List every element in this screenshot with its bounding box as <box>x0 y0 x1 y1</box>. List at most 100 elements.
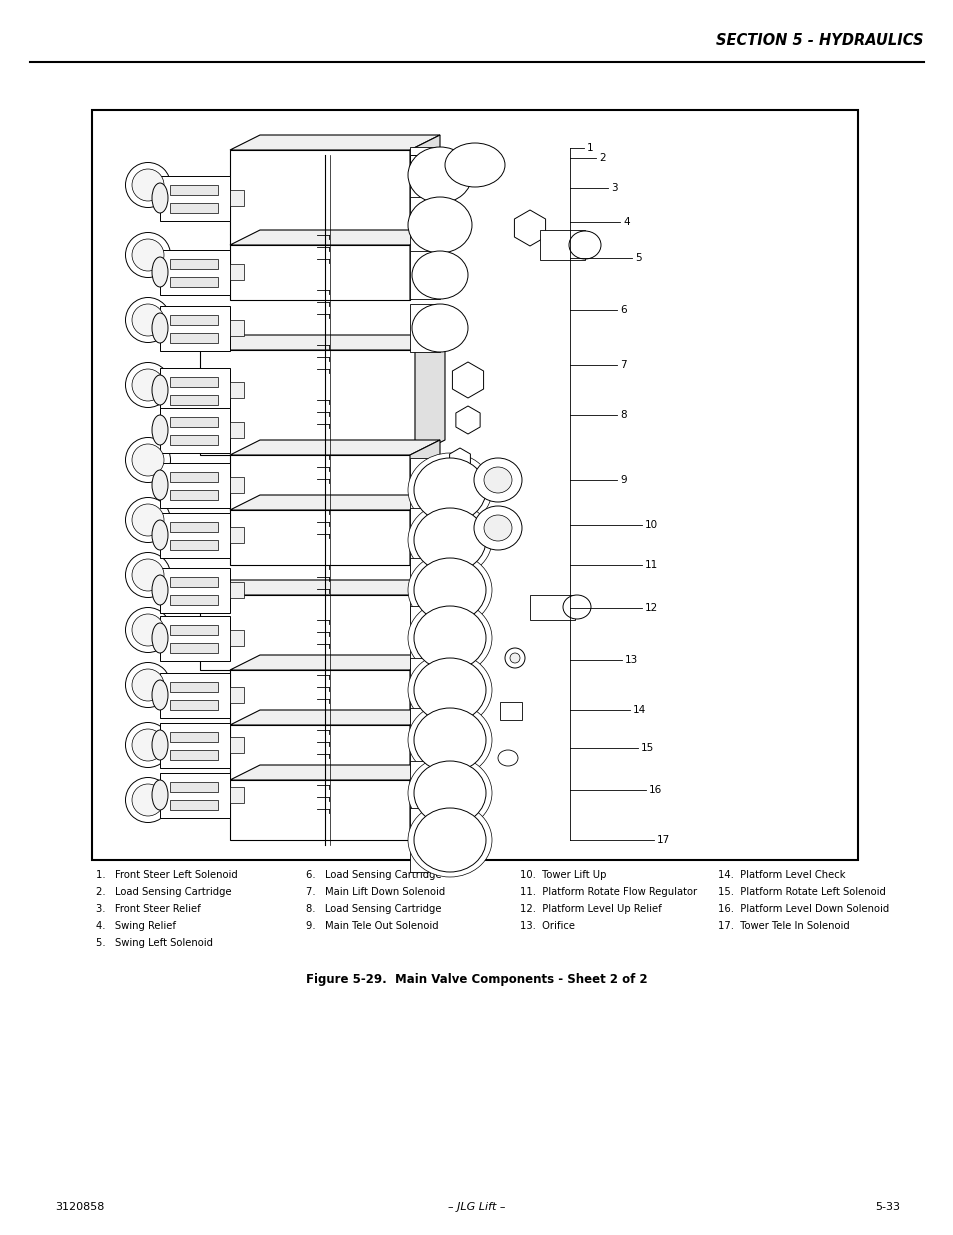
Bar <box>170 258 218 268</box>
Bar <box>170 750 218 760</box>
Polygon shape <box>200 580 444 595</box>
Polygon shape <box>410 764 439 840</box>
Ellipse shape <box>414 658 485 722</box>
Ellipse shape <box>414 808 485 872</box>
Bar <box>230 149 410 245</box>
Bar <box>410 508 448 572</box>
Ellipse shape <box>408 703 492 777</box>
Ellipse shape <box>504 648 524 668</box>
Text: 16.  Platform Level Down Solenoid: 16. Platform Level Down Solenoid <box>718 904 888 914</box>
Text: – JLG Lift –: – JLG Lift – <box>448 1202 505 1212</box>
Text: 3.   Front Steer Relief: 3. Front Steer Relief <box>96 904 200 914</box>
Ellipse shape <box>152 730 168 760</box>
Bar <box>230 245 410 300</box>
Text: 6.   Load Sensing Cartridge: 6. Load Sensing Cartridge <box>306 869 441 881</box>
Bar <box>230 422 244 438</box>
Ellipse shape <box>408 147 472 203</box>
Ellipse shape <box>126 437 171 483</box>
Bar <box>170 315 218 325</box>
Text: 12: 12 <box>644 603 658 613</box>
Ellipse shape <box>132 669 164 701</box>
Text: 15.  Platform Rotate Left Solenoid: 15. Platform Rotate Left Solenoid <box>718 887 885 897</box>
Bar <box>170 625 218 635</box>
Ellipse shape <box>152 576 168 605</box>
Polygon shape <box>410 440 439 510</box>
Ellipse shape <box>152 471 168 500</box>
Ellipse shape <box>562 595 590 619</box>
Ellipse shape <box>132 559 164 592</box>
Text: 10: 10 <box>644 520 658 530</box>
Ellipse shape <box>132 169 164 201</box>
Ellipse shape <box>152 415 168 445</box>
Bar <box>170 540 218 550</box>
Bar <box>170 642 218 652</box>
Ellipse shape <box>408 803 492 877</box>
Ellipse shape <box>414 558 485 622</box>
Text: 15: 15 <box>640 743 654 753</box>
Bar <box>160 462 230 508</box>
Bar <box>160 249 230 294</box>
Text: 6: 6 <box>619 305 626 315</box>
Text: 4: 4 <box>622 217 629 227</box>
Ellipse shape <box>497 750 517 766</box>
Ellipse shape <box>152 183 168 212</box>
Bar <box>170 472 218 482</box>
Ellipse shape <box>408 653 492 727</box>
Text: 17.  Tower Tele In Solenoid: 17. Tower Tele In Solenoid <box>718 921 849 931</box>
Text: 3120858: 3120858 <box>55 1202 104 1212</box>
Bar <box>230 582 244 598</box>
Polygon shape <box>230 135 439 149</box>
Bar <box>230 787 244 803</box>
Bar <box>230 630 244 646</box>
Ellipse shape <box>152 520 168 550</box>
Text: 14.  Platform Level Check: 14. Platform Level Check <box>718 869 844 881</box>
Ellipse shape <box>152 375 168 405</box>
Bar <box>160 305 230 351</box>
Text: 13.  Orifice: 13. Orifice <box>519 921 575 931</box>
Text: 9: 9 <box>619 475 626 485</box>
Bar <box>170 277 218 287</box>
Ellipse shape <box>444 143 504 186</box>
Text: 10.  Tower Lift Up: 10. Tower Lift Up <box>519 869 606 881</box>
Ellipse shape <box>152 312 168 343</box>
Polygon shape <box>230 440 439 454</box>
Bar <box>410 304 439 352</box>
Polygon shape <box>415 580 444 671</box>
Polygon shape <box>410 655 439 725</box>
Bar <box>91 110 857 860</box>
Bar <box>230 510 410 564</box>
Ellipse shape <box>152 680 168 710</box>
Bar <box>230 527 244 543</box>
Ellipse shape <box>474 506 521 550</box>
Bar <box>160 722 230 767</box>
Text: 5.   Swing Left Solenoid: 5. Swing Left Solenoid <box>96 939 213 948</box>
Bar <box>499 701 521 720</box>
Ellipse shape <box>132 729 164 761</box>
Bar <box>410 708 448 772</box>
Bar <box>170 799 218 809</box>
Bar <box>170 435 218 445</box>
Ellipse shape <box>414 761 485 825</box>
Text: 11.  Platform Rotate Flow Regulator: 11. Platform Rotate Flow Regulator <box>519 887 697 897</box>
Ellipse shape <box>408 756 492 830</box>
Polygon shape <box>200 335 444 350</box>
Bar <box>160 568 230 613</box>
Polygon shape <box>230 764 439 781</box>
Bar <box>160 175 230 221</box>
Ellipse shape <box>132 304 164 336</box>
Bar <box>160 513 230 557</box>
Text: 1: 1 <box>586 143 593 153</box>
Ellipse shape <box>510 653 519 663</box>
Text: 12.  Platform Level Up Relief: 12. Platform Level Up Relief <box>519 904 661 914</box>
Bar <box>230 725 410 781</box>
Bar <box>230 264 244 280</box>
Bar <box>170 594 218 604</box>
Bar <box>170 394 218 405</box>
Ellipse shape <box>132 614 164 646</box>
Ellipse shape <box>414 508 485 572</box>
Text: 16: 16 <box>648 785 661 795</box>
Text: Figure 5-29.  Main Valve Components - Sheet 2 of 2: Figure 5-29. Main Valve Components - She… <box>306 973 647 986</box>
Polygon shape <box>410 230 439 300</box>
Bar <box>170 416 218 426</box>
Ellipse shape <box>152 781 168 810</box>
